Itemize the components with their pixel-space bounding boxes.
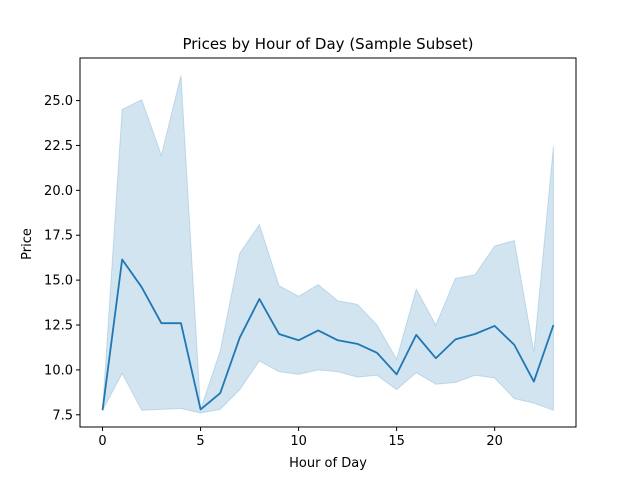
y-tick-label: 12.5 (44, 319, 73, 334)
y-axis-label: Price (20, 228, 35, 260)
y-tick-label: 10.0 (44, 363, 73, 378)
y-tick-label: 25.0 (44, 94, 73, 109)
confidence-band (102, 75, 554, 414)
y-tick-label: 20.0 (44, 184, 73, 199)
series-line (101, 258, 555, 411)
x-tick-label: 0 (98, 434, 106, 449)
chart-title: Prices by Hour of Day (Sample Subset) (182, 35, 473, 53)
x-tick-label: 20 (486, 434, 503, 449)
x-axis-label: Hour of Day (289, 456, 367, 471)
y-tick-label: 15.0 (44, 274, 73, 289)
x-tick-label: 5 (196, 434, 204, 449)
x-tick-label: 15 (388, 434, 405, 449)
y-tick-label: 7.5 (52, 408, 73, 423)
x-axis: 0 5 10 15 20 (98, 427, 503, 449)
plot-area (79, 57, 577, 428)
y-axis: 7.5 10.0 12.5 15.0 17.5 20.0 22.5 25.0 (44, 94, 80, 423)
y-tick-label: 17.5 (44, 229, 73, 244)
y-tick-label: 22.5 (44, 139, 73, 154)
plot-frame (79, 57, 577, 428)
x-tick-label: 10 (290, 434, 307, 449)
